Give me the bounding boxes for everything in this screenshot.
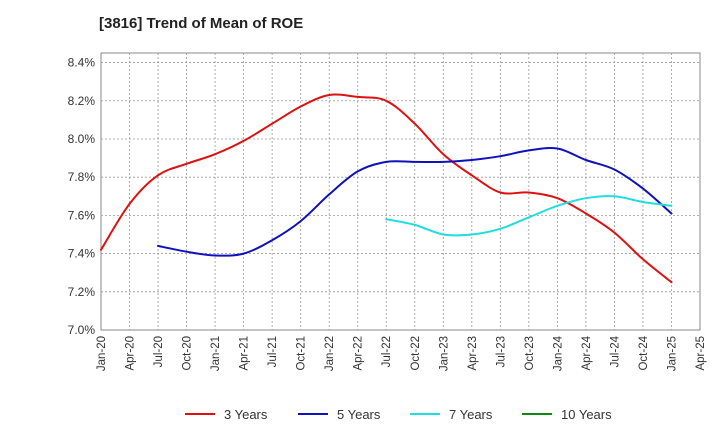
x-tick-label: Apr-24 (581, 335, 593, 370)
x-tick-label: Jan-24 (552, 335, 564, 371)
x-tick-label: Oct-24 (638, 335, 650, 370)
series-layer (100, 93, 673, 284)
x-tick-label: Jul-20 (153, 336, 165, 367)
legend-label-0: 3 Years (224, 407, 268, 422)
x-tick-label: Jul-23 (495, 336, 507, 367)
grid-layer (100, 52, 701, 331)
series-line-0 (100, 93, 673, 284)
y-tick-label: 7.6% (68, 208, 96, 222)
x-tick-label: Oct-21 (296, 336, 308, 371)
x-tick-label: Jan-23 (438, 336, 450, 371)
y-tick-label: 7.0% (68, 323, 96, 337)
x-tick-label: Jul-22 (381, 336, 393, 367)
x-tick-label: Jul-24 (609, 335, 621, 367)
x-tick-label: Oct-22 (410, 336, 422, 371)
legend-label-3: 10 Years (561, 407, 612, 422)
chart-title: [3816] Trend of Mean of ROE (99, 15, 304, 32)
y-tick-label: 7.8% (68, 170, 96, 184)
y-tick-label: 7.2% (68, 285, 96, 299)
x-tick-label: Jan-25 (666, 336, 678, 371)
x-tick-label: Oct-23 (524, 336, 536, 371)
x-tick-label: Jan-21 (210, 336, 222, 371)
x-tick-label: Apr-23 (467, 336, 479, 371)
x-tick-label: Oct-20 (182, 336, 194, 371)
y-tick-label: 8.4% (68, 56, 96, 70)
y-tick-label: 8.0% (68, 132, 96, 146)
x-tick-label: Apr-21 (239, 336, 251, 371)
plot-frame (100, 52, 701, 331)
x-tick-label: Jan-22 (324, 336, 336, 371)
series-line-2 (385, 195, 673, 237)
x-tick-label: Apr-25 (695, 336, 707, 371)
x-tick-label: Apr-22 (353, 336, 365, 371)
legend-layer: 3 Years 5 Years 7 Years 10 Years (185, 407, 612, 422)
axis-layer: Jan-20 Apr-20 Jul-20 Oct-20 Jan-21 Apr-21 Jul-… (68, 56, 707, 372)
y-tick-label: 7.4% (68, 247, 96, 261)
legend-label-2: 7 Years (449, 407, 493, 422)
x-tick-label: Jul-21 (267, 336, 279, 367)
x-tick-label: Jan-20 (96, 336, 108, 371)
series-line-1 (157, 146, 673, 257)
legend-label-1: 5 Years (337, 407, 381, 422)
x-tick-label: Apr-20 (125, 336, 137, 371)
y-tick-label: 8.2% (68, 94, 96, 108)
